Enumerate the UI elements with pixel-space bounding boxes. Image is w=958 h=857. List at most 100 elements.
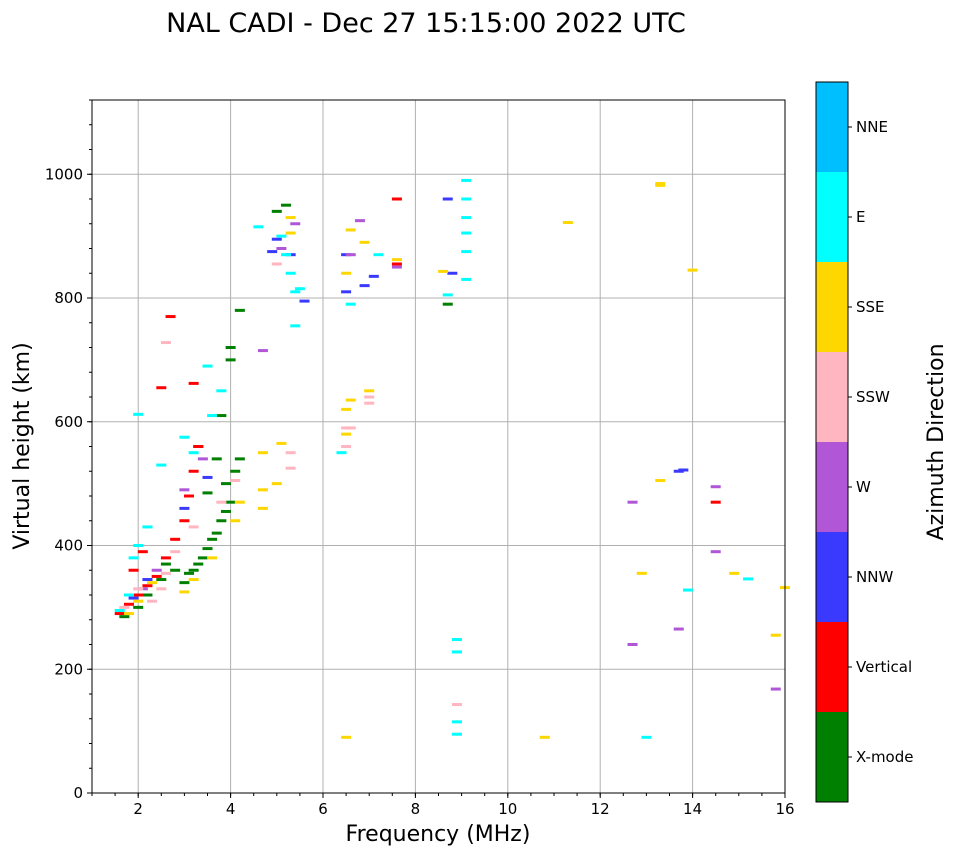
- data-point-ssw: [271, 262, 282, 266]
- colorbar-swatch: [816, 172, 848, 262]
- data-point-ssw: [147, 599, 158, 603]
- data-point-sse: [341, 735, 352, 739]
- colorbar-swatch: [816, 82, 848, 172]
- y-tick-label: 200: [54, 660, 83, 678]
- data-point-w: [354, 219, 365, 223]
- data-point-vertical: [160, 556, 171, 560]
- data-point-vertical: [151, 574, 162, 578]
- colorbar-swatch: [816, 262, 848, 352]
- data-point-vertical: [193, 445, 204, 448]
- data-point-x-mode: [225, 500, 236, 504]
- colorbar-swatch: [816, 622, 848, 712]
- data-point-nnw: [442, 197, 453, 201]
- data-point-e: [294, 287, 305, 291]
- data-point-w: [290, 222, 301, 226]
- data-point-sse: [359, 240, 370, 244]
- data-point-ssw: [216, 500, 227, 504]
- data-point-e: [442, 293, 453, 297]
- data-point-sse: [257, 451, 268, 455]
- data-point-sse: [539, 735, 550, 739]
- data-point-x-mode: [142, 593, 153, 597]
- data-point-w: [627, 643, 638, 646]
- y-tick-label: 400: [54, 537, 83, 555]
- data-point-w: [151, 568, 162, 572]
- data-point-x-mode: [234, 457, 245, 461]
- x-tick-label: 4: [226, 800, 236, 818]
- colorbar-tick-label: NNE: [856, 118, 888, 136]
- data-point-vertical: [391, 197, 402, 201]
- data-point-e: [373, 253, 384, 257]
- data-point-vertical: [184, 494, 195, 498]
- data-point-ssw: [341, 445, 352, 448]
- data-point-sse: [285, 216, 296, 220]
- data-point-sse: [770, 633, 781, 637]
- data-point-w: [627, 500, 638, 504]
- colorbar: X-mode Vertical NNW W SSW SSE E NNE: [815, 81, 913, 803]
- colorbar-tick-label: X-mode: [856, 748, 913, 766]
- data-point-sse: [133, 599, 144, 603]
- data-point-sse: [345, 398, 356, 402]
- x-tick-label: 6: [318, 800, 328, 818]
- data-point-sse: [234, 500, 245, 504]
- y-tick-label: 800: [54, 289, 83, 307]
- data-point-w: [391, 265, 402, 269]
- data-point-e: [743, 577, 754, 581]
- data-point-ssw: [160, 341, 171, 345]
- colorbar-tick-label: W: [856, 478, 871, 496]
- data-point-nnw: [341, 290, 352, 294]
- colorbar-tick-label: E: [856, 208, 865, 226]
- data-point-w: [673, 627, 684, 631]
- data-point-e: [202, 364, 213, 368]
- data-point-e: [142, 525, 153, 529]
- data-point-e: [114, 608, 125, 612]
- data-point-x-mode: [225, 346, 236, 349]
- data-point-x-mode: [119, 615, 130, 619]
- data-point-e: [188, 451, 199, 455]
- data-point-x-mode: [220, 482, 231, 486]
- data-point-vertical: [710, 500, 721, 504]
- colorbar-label: Azimuth Direction: [924, 343, 949, 540]
- colorbar-swatch: [816, 712, 848, 802]
- data-point-ssw: [119, 605, 130, 609]
- data-point-e: [461, 250, 472, 254]
- data-point-x-mode: [179, 581, 190, 585]
- colorbar-swatch: [816, 352, 848, 442]
- data-point-nnw: [271, 237, 282, 241]
- data-point-vertical: [391, 262, 402, 266]
- data-point-nnw: [142, 578, 153, 582]
- data-point-sse: [438, 269, 449, 273]
- data-point-sse: [341, 407, 352, 411]
- data-point-nnw: [179, 506, 190, 510]
- data-point-e: [451, 732, 462, 736]
- data-point-ssw: [285, 451, 296, 455]
- data-point-x-mode: [216, 519, 227, 523]
- data-point-sse: [276, 441, 287, 445]
- data-point-x-mode: [234, 308, 245, 312]
- data-point-vertical: [179, 519, 190, 523]
- data-point-w: [770, 687, 781, 691]
- data-point-ssw: [156, 587, 167, 591]
- x-tick-label: 8: [411, 800, 421, 818]
- data-point-vertical: [137, 550, 148, 554]
- data-point-vertical: [142, 584, 153, 588]
- data-point-x-mode: [156, 578, 167, 582]
- data-point-e: [336, 451, 347, 455]
- data-point-x-mode: [170, 568, 181, 572]
- data-point-x-mode: [160, 562, 171, 566]
- data-point-e: [156, 463, 167, 467]
- data-point-w: [197, 457, 208, 461]
- data-point-e: [461, 231, 472, 235]
- data-point-w: [710, 550, 721, 554]
- data-point-sse: [179, 590, 190, 594]
- data-point-x-mode: [207, 537, 218, 541]
- colorbar-tick-label: SSW: [856, 388, 890, 406]
- data-point-nnw: [202, 475, 213, 479]
- data-point-e: [345, 302, 356, 306]
- data-point-x-mode: [216, 414, 227, 418]
- data-point-nnw: [267, 250, 278, 254]
- data-point-sse: [341, 271, 352, 275]
- data-point-w: [276, 247, 287, 250]
- data-point-e: [216, 389, 227, 393]
- data-point-x-mode: [211, 531, 222, 535]
- data-point-e: [133, 544, 144, 547]
